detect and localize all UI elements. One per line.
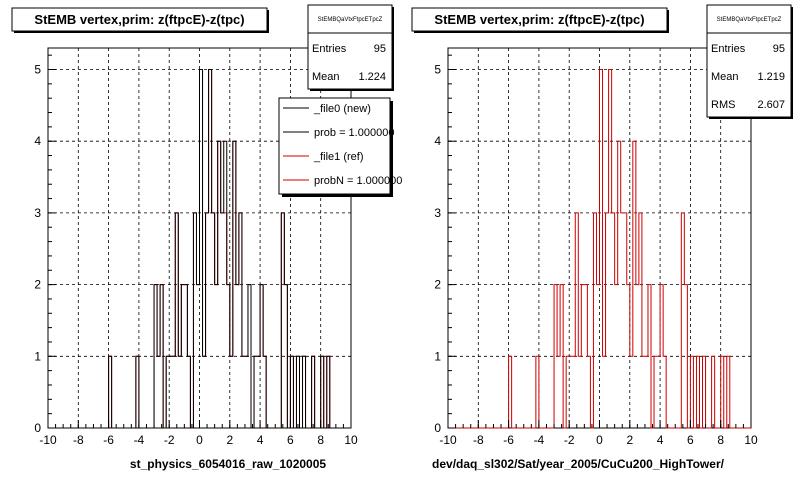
x-tick-label: 2 (226, 433, 233, 447)
x-tick-label: 0 (196, 433, 203, 447)
chart-title: StEMB vertex,prim: z(ftpcE)-z(tpc) (34, 12, 244, 27)
x-axis-label: st_physics_6054016_raw_1020005 (130, 457, 326, 471)
y-tick-label: 5 (34, 63, 41, 77)
stats-label: Entries (312, 43, 347, 55)
x-tick-label: 8 (717, 433, 724, 447)
x-axis-label: dev/daq_sl302/Sat/year_2005/CuCu200_High… (432, 457, 725, 471)
y-tick-label: 0 (34, 421, 41, 435)
stats-value: 2.607 (757, 99, 785, 111)
stats-value: 1.224 (358, 71, 386, 83)
stats-label: RMS (711, 99, 735, 111)
x-tick-label: -2 (564, 433, 575, 447)
legend-label: prob = 1.000000 (314, 127, 394, 139)
title-box (411, 7, 668, 32)
x-tick-label: 2 (626, 433, 633, 447)
stats-label: Mean (711, 71, 739, 83)
x-tick-label: 8 (317, 433, 324, 447)
x-tick-label: -10 (439, 433, 457, 447)
x-tick-label: 0 (596, 433, 603, 447)
legend-label: _file1 (ref) (313, 151, 364, 163)
x-tick-label: -8 (473, 433, 484, 447)
legend-label: _file0 (new) (313, 103, 371, 115)
legend-box (278, 97, 391, 195)
stats-label: Mean (312, 71, 340, 83)
legend: _file0 (new) prob = 1.000000 _file1 (ref) p… (278, 97, 402, 197)
y-tick-label: 4 (434, 134, 441, 148)
x-tick-label: 10 (744, 433, 758, 447)
x-tick-label: -6 (103, 433, 114, 447)
x-tick-label: 6 (687, 433, 694, 447)
x-tick-label: -4 (134, 433, 145, 447)
stats-box (706, 4, 792, 118)
stats-name: StEMBQaVtxFtpcETpcZ (318, 17, 383, 23)
y-tick-label: 2 (34, 278, 41, 292)
histogram-series-ref (448, 69, 751, 429)
histogram-panel-2: -10 -8 -6 -4 -2 0 2 4 6 8 10 0 1 2 3 4 5 dev/daq_sl302/Sa… (411, 4, 793, 471)
title-box (11, 7, 268, 32)
stats-label: Entries (711, 43, 746, 55)
stats-name: StEMBQaVtxFtpcETpcZ (717, 17, 782, 23)
x-tick-label: -8 (73, 433, 84, 447)
histogram-panel-1: -10 -8 -6 -4 -2 0 2 4 6 8 10 0 1 2 3 4 5 st_physics_60540… (11, 4, 402, 471)
chart-title: StEMB vertex,prim: z(ftpcE)-z(tpc) (434, 12, 644, 27)
histogram-series-new (48, 69, 351, 429)
x-tick-label: -4 (534, 433, 545, 447)
stats-value: 1.219 (757, 71, 785, 83)
y-tick-label: 2 (434, 278, 441, 292)
y-tick-label: 4 (34, 134, 41, 148)
x-tick-label: -6 (503, 433, 514, 447)
x-tick-label: 6 (287, 433, 294, 447)
legend-label: probN = 1.000000 (314, 175, 402, 187)
stats-value: 95 (374, 43, 386, 55)
x-tick-label: -10 (39, 433, 57, 447)
stats-box (307, 4, 393, 90)
y-tick-label: 1 (434, 349, 441, 363)
x-tick-label: -2 (164, 433, 175, 447)
y-tick-label: 1 (34, 349, 41, 363)
y-tick-label: 3 (34, 206, 41, 220)
y-tick-label: 0 (434, 421, 441, 435)
y-tick-label: 3 (434, 206, 441, 220)
x-tick-label: 4 (657, 433, 664, 447)
y-tick-label: 5 (434, 63, 441, 77)
x-tick-label: 4 (257, 433, 264, 447)
x-tick-label: 10 (344, 433, 358, 447)
stats-value: 95 (773, 43, 785, 55)
